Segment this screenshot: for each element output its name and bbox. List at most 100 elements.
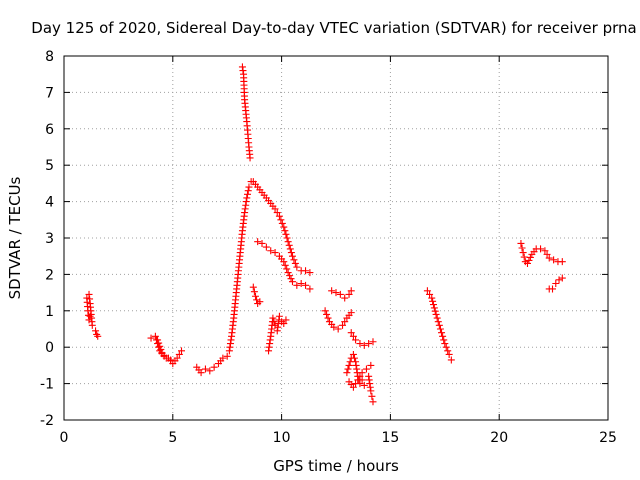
data-point xyxy=(367,387,375,395)
data-point xyxy=(288,252,296,260)
data-point xyxy=(426,290,434,298)
data-point xyxy=(349,383,357,391)
data-segment xyxy=(249,283,264,308)
data-point xyxy=(433,314,441,322)
data-point xyxy=(356,340,364,348)
data-point xyxy=(549,285,557,293)
data-point xyxy=(545,254,553,262)
data-point xyxy=(429,301,437,309)
data-point xyxy=(254,238,262,246)
data-segment xyxy=(423,287,455,364)
data-segment xyxy=(365,372,377,406)
data-point xyxy=(356,372,364,380)
data-point xyxy=(518,244,526,252)
data-point xyxy=(442,343,450,351)
data-point xyxy=(439,332,447,340)
data-point xyxy=(173,354,181,362)
data-point xyxy=(526,253,534,261)
data-point xyxy=(223,352,231,360)
data-point xyxy=(358,369,366,377)
data-point xyxy=(243,194,251,202)
axis-ticks: 0 5 10 15 20 25 -2 -1 0 1 2 3 4 5 6 7 8 xyxy=(40,49,617,446)
data-point xyxy=(328,287,336,295)
data-point xyxy=(324,314,332,322)
data-point xyxy=(251,292,259,300)
grid xyxy=(64,56,608,420)
data-point xyxy=(445,350,453,358)
y-tick-label: 6 xyxy=(45,122,54,138)
data-point xyxy=(341,294,349,302)
data-point xyxy=(147,334,155,342)
data-point xyxy=(360,341,368,349)
data-point xyxy=(369,398,377,406)
y-tick-label: 0 xyxy=(45,340,54,356)
data-point xyxy=(275,312,283,320)
x-tick-label: 15 xyxy=(381,430,399,446)
data-point xyxy=(543,250,551,258)
y-tick-label: 8 xyxy=(45,49,54,65)
data-point xyxy=(94,332,102,340)
data-series xyxy=(83,63,566,406)
data-point xyxy=(440,336,448,344)
data-point xyxy=(151,332,159,340)
data-point xyxy=(352,380,360,388)
data-point xyxy=(441,340,449,348)
chart-title: Day 125 of 2020, Sidereal Day-to-day VTE… xyxy=(31,19,636,37)
y-tick-label: -1 xyxy=(40,377,54,393)
data-point xyxy=(339,321,347,329)
data-segment xyxy=(249,178,314,277)
data-segment xyxy=(347,329,377,349)
data-point xyxy=(430,304,438,312)
data-point xyxy=(210,363,218,371)
data-point xyxy=(520,253,528,261)
y-tick-label: -2 xyxy=(40,413,54,429)
data-point xyxy=(273,209,281,217)
data-point xyxy=(201,365,209,373)
data-point xyxy=(86,312,94,320)
data-point xyxy=(162,354,170,362)
data-point xyxy=(344,365,352,373)
data-point xyxy=(283,234,291,242)
data-point xyxy=(306,269,314,277)
data-segment xyxy=(193,352,231,377)
data-segment xyxy=(265,312,290,355)
data-point xyxy=(552,280,560,287)
data-segment xyxy=(545,274,566,293)
data-segment xyxy=(254,238,314,293)
data-point xyxy=(438,329,446,337)
data-point xyxy=(360,381,368,389)
x-tick-label: 20 xyxy=(490,430,508,446)
data-point xyxy=(345,290,353,298)
data-segment xyxy=(225,178,255,355)
data-point xyxy=(321,307,329,315)
data-point xyxy=(167,356,175,364)
data-point xyxy=(347,329,355,337)
data-segment xyxy=(517,239,566,267)
data-point xyxy=(85,316,93,324)
data-point xyxy=(428,294,436,302)
data-point xyxy=(435,321,443,329)
y-tick-label: 2 xyxy=(45,267,54,283)
data-point xyxy=(250,288,258,296)
data-point xyxy=(155,339,163,347)
data-point xyxy=(368,392,376,400)
data-point xyxy=(434,318,442,326)
plot-frame xyxy=(63,55,609,421)
data-point xyxy=(175,350,183,358)
data-point xyxy=(444,347,452,355)
y-tick-label: 1 xyxy=(45,304,54,320)
data-point xyxy=(519,249,527,257)
data-point xyxy=(262,243,270,251)
data-point xyxy=(278,219,286,227)
data-point xyxy=(286,245,294,253)
data-point xyxy=(431,307,439,315)
data-segment xyxy=(328,287,355,302)
data-point xyxy=(302,281,310,289)
data-point xyxy=(354,376,362,384)
data-point xyxy=(284,269,292,277)
data-point xyxy=(281,261,289,269)
data-point xyxy=(291,259,299,267)
data-point xyxy=(537,245,545,253)
data-segment xyxy=(92,327,102,340)
data-point xyxy=(362,365,370,373)
